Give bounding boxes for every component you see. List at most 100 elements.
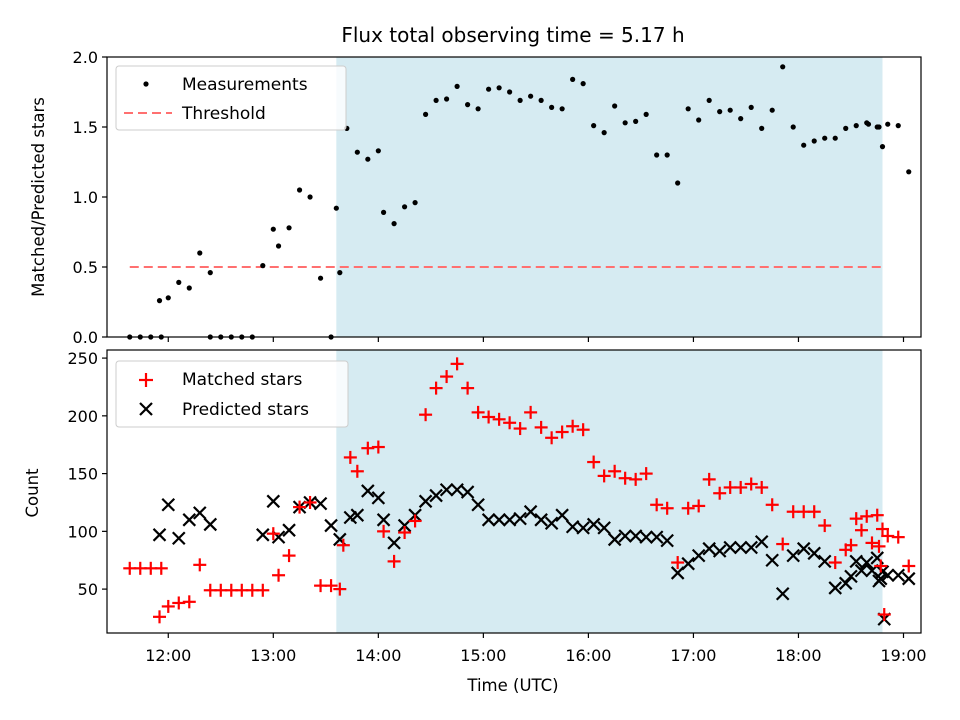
predicted-point-34 — [534, 513, 548, 527]
predicted-point-65 — [859, 555, 874, 570]
legend-matched-marker — [139, 373, 153, 387]
measurement-point-5 — [165, 295, 171, 301]
measurement-point-27 — [365, 156, 371, 162]
predicted-point-26 — [450, 482, 464, 497]
matched-point-39 — [492, 412, 506, 426]
measurement-point-68 — [790, 124, 796, 130]
predicted-point-9 — [282, 523, 296, 537]
matched-point-38 — [482, 410, 496, 424]
measurement-point-61 — [717, 109, 723, 115]
predicted-point-55 — [754, 534, 769, 549]
legend-predicted-marker — [139, 402, 153, 416]
predicted-point-70 — [844, 569, 858, 584]
measurement-point-58 — [685, 106, 691, 112]
matched-point-41 — [513, 422, 527, 436]
measurement-point-69 — [801, 142, 807, 148]
matched-point-57 — [681, 501, 695, 515]
predicted-point-52 — [723, 540, 737, 555]
predicted-point-24 — [429, 488, 443, 503]
matched-point-66 — [776, 537, 790, 551]
x-tick-label: 17:00 — [670, 646, 716, 665]
measurement-point-23 — [337, 270, 343, 276]
predicted-point-60 — [807, 546, 821, 561]
measurement-point-36 — [454, 83, 460, 89]
measurement-point-70 — [811, 138, 817, 144]
bottom-y-ticks: 50 100 150 200 250 — [67, 349, 107, 599]
matched-point-31 — [408, 514, 422, 528]
legend-threshold-label: Threshold — [181, 104, 266, 124]
top-y-ticks: 0.0 0.5 1.0 1.5 2.0 — [73, 48, 107, 347]
bottom-y-tick-label: 250 — [67, 349, 98, 368]
matched-point-75 — [870, 508, 884, 522]
x-tick-label: 13:00 — [250, 646, 296, 665]
measurement-point-34 — [433, 97, 439, 103]
predicted-point-44 — [639, 530, 653, 544]
measurement-point-21 — [317, 275, 324, 281]
predicted-point-61 — [817, 554, 832, 569]
matched-point-6 — [172, 596, 186, 610]
predicted-point-4 — [193, 506, 207, 520]
measurement-point-62 — [727, 107, 733, 113]
measurement-point-37 — [465, 102, 471, 108]
x-tick-label: 19:00 — [880, 646, 926, 665]
measurement-point-39 — [486, 86, 492, 92]
measurement-point-54 — [643, 111, 649, 117]
matched-point-16 — [272, 568, 286, 582]
matched-point-21 — [324, 579, 338, 593]
predicted-point-25 — [439, 482, 454, 497]
bottom-legend: Matched stars Predicted stars — [115, 360, 349, 428]
measurement-point-56 — [664, 152, 670, 158]
measurement-point-60 — [706, 97, 712, 103]
measurement-point-81 — [876, 124, 882, 130]
measurement-point-33 — [422, 111, 429, 117]
predicted-point-18 — [371, 491, 386, 505]
measurement-point-24 — [333, 205, 339, 211]
measurement-point-38 — [475, 106, 481, 112]
measurement-point-59 — [696, 117, 702, 123]
predicted-point-13 — [324, 518, 338, 533]
measurement-point-72 — [832, 135, 838, 141]
matched-point-62 — [734, 480, 748, 494]
predicted-point-35 — [544, 516, 559, 531]
matched-point-49 — [597, 469, 611, 483]
measurement-point-57 — [675, 180, 681, 186]
matched-point-25 — [350, 464, 364, 478]
predicted-point-62 — [828, 581, 843, 595]
measurement-point-73 — [843, 125, 849, 131]
matched-point-70 — [818, 519, 832, 533]
measurement-point-44 — [538, 97, 544, 103]
matched-point-42 — [524, 405, 538, 419]
measurement-point-50 — [601, 130, 607, 136]
measurement-point-32 — [412, 200, 418, 206]
matched-point-60 — [713, 486, 727, 500]
matched-point-5 — [161, 599, 175, 613]
legend-measurements-marker — [143, 81, 149, 87]
top-y-tick-label: 0.5 — [73, 258, 98, 277]
matched-point-40 — [503, 416, 517, 430]
x-axis-label: Time (UTC) — [466, 676, 558, 695]
predicted-point-42 — [618, 529, 632, 543]
measurement-point-74 — [853, 123, 859, 129]
matched-point-27 — [371, 440, 385, 454]
measurement-point-78 — [895, 123, 901, 129]
top-legend: Measurements Threshold — [115, 65, 347, 131]
measurement-point-15 — [260, 263, 266, 269]
chart-title: Flux total observing time = 5.17 h — [341, 23, 684, 47]
predicted-point-50 — [702, 541, 716, 556]
matched-point-83 — [872, 539, 886, 553]
matched-point-18 — [293, 500, 307, 514]
matched-point-24 — [343, 450, 357, 464]
matched-point-23 — [336, 538, 350, 552]
predicted-point-2 — [171, 531, 186, 546]
predicted-point-46 — [660, 533, 674, 548]
matched-point-56 — [671, 556, 685, 570]
matched-point-82 — [875, 522, 889, 536]
predicted-point-21 — [397, 518, 412, 533]
predicted-point-30 — [492, 513, 506, 527]
measurement-point-53 — [633, 118, 639, 124]
predicted-point-63 — [838, 576, 853, 591]
top-x-ticks — [167, 337, 905, 342]
matched-point-55 — [660, 501, 674, 515]
measurement-point-20 — [307, 194, 313, 200]
matched-point-37 — [471, 405, 485, 419]
